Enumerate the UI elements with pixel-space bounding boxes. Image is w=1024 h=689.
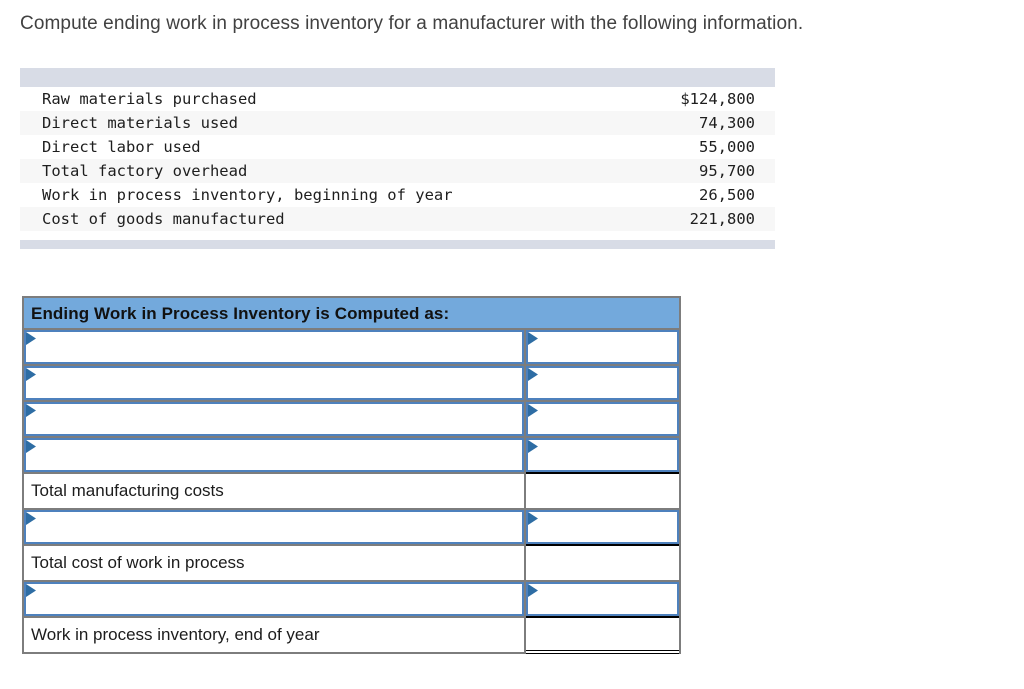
worksheet-header: Ending Work in Process Inventory is Comp…	[24, 298, 679, 330]
worksheet-row-label: Total manufacturing costs	[24, 474, 526, 510]
given-row-value: 221,800	[689, 210, 755, 228]
table-spacer	[20, 231, 775, 240]
worksheet-amount-cell[interactable]	[526, 546, 679, 582]
worksheet-description-cell	[24, 438, 526, 474]
table-top-bar	[20, 68, 775, 87]
worksheet-select-cell[interactable]	[526, 510, 679, 544]
given-data-table: Raw materials purchased $124,800 Direct ma…	[20, 68, 775, 249]
worksheet-select-cell[interactable]	[24, 402, 524, 436]
dropdown-flag-icon	[528, 584, 538, 597]
dropdown-flag-icon	[528, 368, 538, 381]
worksheet-amount-dropdown-cell	[526, 582, 679, 618]
given-table-row: Work in process inventory, beginning of …	[20, 183, 775, 207]
given-row-value: 26,500	[699, 186, 755, 204]
worksheet-amount-dropdown-cell	[526, 330, 679, 366]
worksheet-select-cell[interactable]	[526, 402, 679, 436]
given-row-value: 95,700	[699, 162, 755, 180]
worksheet-row-label: Work in process inventory, end of year	[24, 618, 526, 654]
worksheet-amount-dropdown-cell	[526, 402, 679, 438]
table-bottom-bar	[20, 240, 775, 249]
given-table-row: Cost of goods manufactured 221,800	[20, 207, 775, 231]
worksheet-description-cell	[24, 366, 526, 402]
worksheet-description-cell	[24, 582, 526, 618]
dropdown-flag-icon	[26, 512, 36, 525]
given-row-value: $124,800	[680, 90, 755, 108]
given-row-label: Direct materials used	[42, 114, 238, 132]
worksheet-amount-dropdown-cell	[526, 438, 679, 474]
worksheet-select-cell[interactable]	[24, 366, 524, 400]
dropdown-flag-icon	[528, 440, 538, 453]
given-row-label: Work in process inventory, beginning of …	[42, 186, 453, 204]
worksheet-description-cell	[24, 402, 526, 438]
given-table-row: Direct materials used 74,300	[20, 111, 775, 135]
worksheet-row-label: Total cost of work in process	[24, 546, 526, 582]
worksheet-description-cell	[24, 510, 526, 546]
worksheet-table: Ending Work in Process Inventory is Comp…	[22, 296, 681, 654]
worksheet-amount-cell[interactable]	[526, 618, 679, 654]
given-table-rows: Raw materials purchased $124,800 Direct ma…	[20, 87, 775, 231]
dropdown-flag-icon	[26, 440, 36, 453]
dropdown-flag-icon	[528, 332, 538, 345]
worksheet-select-cell[interactable]	[526, 438, 679, 472]
worksheet-select-cell[interactable]	[24, 438, 524, 472]
worksheet-amount-dropdown-cell	[526, 510, 679, 546]
worksheet-amount-dropdown-cell	[526, 366, 679, 402]
dropdown-flag-icon	[26, 584, 36, 597]
dropdown-flag-icon	[528, 404, 538, 417]
given-row-value: 74,300	[699, 114, 755, 132]
given-table-row: Raw materials purchased $124,800	[20, 87, 775, 111]
given-row-value: 55,000	[699, 138, 755, 156]
dropdown-flag-icon	[528, 512, 538, 525]
worksheet-amount-cell[interactable]	[526, 474, 679, 510]
worksheet-select-cell[interactable]	[526, 582, 679, 616]
given-table-row: Total factory overhead 95,700	[20, 159, 775, 183]
dropdown-flag-icon	[26, 368, 36, 381]
worksheet-select-cell[interactable]	[24, 510, 524, 544]
worksheet-select-cell[interactable]	[24, 330, 524, 364]
worksheet-select-cell[interactable]	[24, 582, 524, 616]
question-title: Compute ending work in process inventory…	[20, 13, 804, 34]
given-row-label: Raw materials purchased	[42, 90, 257, 108]
worksheet-select-cell[interactable]	[526, 366, 679, 400]
given-row-label: Total factory overhead	[42, 162, 248, 180]
dropdown-flag-icon	[26, 332, 36, 345]
given-table-row: Direct labor used 55,000	[20, 135, 775, 159]
worksheet-description-cell	[24, 330, 526, 366]
given-row-label: Cost of goods manufactured	[42, 210, 285, 228]
dropdown-flag-icon	[26, 404, 36, 417]
given-row-label: Direct labor used	[42, 138, 201, 156]
worksheet-grid: Total manufacturing costs Total cost of w…	[24, 330, 679, 654]
worksheet-select-cell[interactable]	[526, 330, 679, 364]
